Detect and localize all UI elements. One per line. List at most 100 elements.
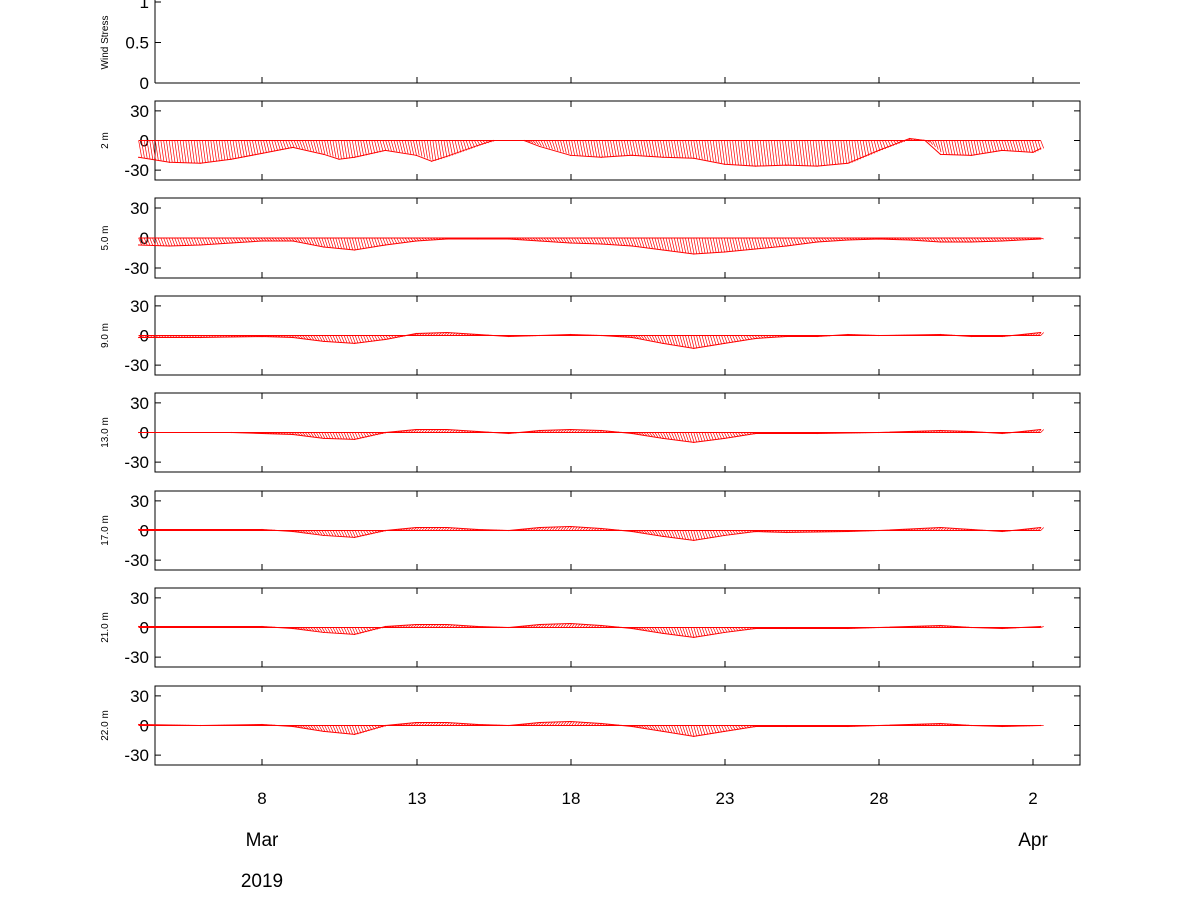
y-axis-label: 17.0 m [100,515,111,546]
velocity-stick [404,140,409,154]
velocity-stick [327,140,331,156]
data-point [168,245,171,247]
velocity-stick [254,140,259,155]
velocity-stick [698,237,703,254]
data-point [662,535,664,538]
velocity-stick [551,140,556,151]
velocity-stick [1040,527,1044,531]
data-point [323,246,325,248]
data-point [415,721,417,724]
velocity-stick [698,432,703,442]
series-envelope [138,429,1041,443]
velocity-stick [596,140,600,158]
velocity-stick [696,432,700,443]
velocity-stick [543,624,548,628]
velocity-stick [698,627,703,637]
velocity-stick [707,237,711,254]
data-point [569,428,572,431]
velocity-stick [332,237,337,249]
velocity-stick [707,432,711,441]
velocity-stick [723,725,728,732]
velocity-stick [624,140,628,156]
velocity-stick [957,140,961,155]
velocity-stick [568,623,573,628]
velocity-stick [374,335,378,342]
data-point [199,724,201,727]
velocity-stick [826,140,831,166]
velocity-stick [657,335,661,343]
y-tick-label: -30 [124,259,149,278]
velocity-stick [385,237,389,246]
velocity-stick [693,237,698,255]
velocity-stick [665,725,670,733]
velocity-stick [834,140,839,165]
velocity-stick [157,140,162,161]
velocity-stick [324,530,328,536]
velocity-stick [557,721,562,726]
data-point [924,139,926,142]
velocity-stick [926,237,931,242]
data-point [693,157,695,159]
velocity-stick [174,237,179,246]
velocity-stick [718,140,723,164]
velocity-stick [540,527,545,531]
velocity-stick [801,237,806,245]
velocity-stick [324,237,328,248]
velocity-stick [554,526,559,531]
velocity-stick [346,237,351,250]
velocity-stick [310,140,315,152]
velocity-stick [138,237,142,246]
velocity-stick [701,725,706,736]
data-point [477,333,479,336]
velocity-stick [651,237,656,249]
velocity-stick [735,140,739,165]
velocity-stick [946,237,950,243]
velocity-stick [565,526,570,531]
velocity-stick [349,335,353,344]
velocity-stick [676,237,681,252]
velocity-stick [360,335,365,343]
velocity-stick [149,237,154,246]
velocity-stick [660,335,664,344]
velocity-stick [443,140,448,158]
data-point [662,342,664,344]
velocity-stick [668,335,673,345]
x-tick-label-18: 18 [562,789,581,808]
velocity-stick [723,237,728,253]
velocity-stick [1018,140,1022,152]
velocity-stick [854,140,859,161]
velocity-stick [210,237,215,245]
data-point [878,626,880,629]
velocity-stick [185,140,190,163]
velocity-stick [426,140,431,160]
velocity-stick [343,725,348,734]
velocity-stick [676,432,681,441]
velocity-stick [726,432,731,439]
velocity-stick [665,140,670,158]
velocity-stick [687,432,692,442]
velocity-stick [673,140,678,158]
velocity-stick [679,335,684,347]
velocity-stick [879,140,884,151]
velocity-stick [313,627,317,632]
velocity-stick [646,627,650,632]
velocity-stick [1026,140,1031,153]
velocity-stick [604,237,609,245]
velocity-stick [232,237,237,244]
velocity-stick [1004,140,1008,151]
velocity-stick [229,237,234,244]
velocity-stick [343,140,348,159]
data-point [724,437,726,440]
velocity-stick [862,140,867,157]
velocity-stick [643,237,648,248]
velocity-stick [760,140,764,167]
velocity-stick [804,237,809,244]
data-point [538,429,541,432]
velocity-stick [685,140,689,159]
velocity-stick [551,237,556,243]
data-point [939,241,942,243]
velocity-stick [160,140,165,161]
velocity-stick [562,140,567,154]
velocity-stick [593,237,598,244]
